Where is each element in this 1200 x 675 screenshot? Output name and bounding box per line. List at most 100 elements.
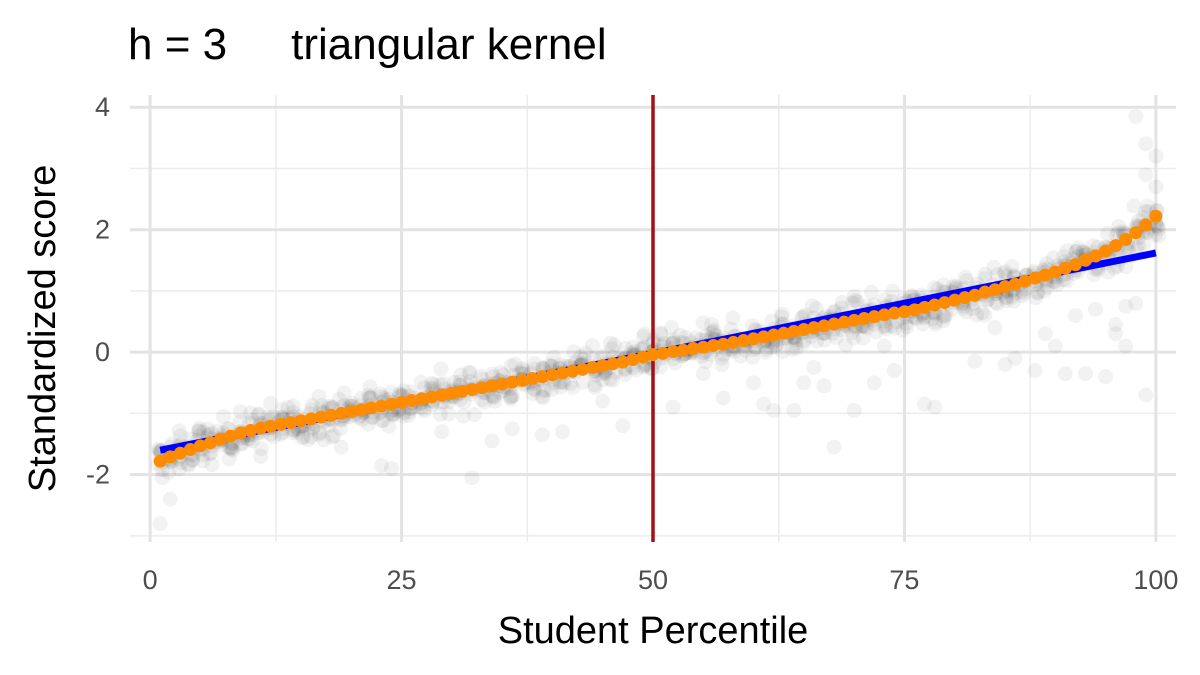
binned-mean-point	[1089, 249, 1103, 263]
raw-data-point	[618, 340, 634, 356]
binned-mean-point	[757, 330, 771, 344]
raw-data-point	[695, 315, 711, 331]
raw-data-point	[314, 397, 330, 413]
raw-data-point	[535, 383, 551, 399]
raw-data-point	[446, 374, 462, 390]
raw-data-point	[1118, 338, 1134, 354]
raw-data-point	[1128, 295, 1144, 311]
binned-mean-point	[264, 419, 278, 433]
raw-data-point	[416, 401, 432, 417]
binned-mean-point	[224, 429, 238, 443]
raw-data-point	[977, 271, 993, 287]
raw-data-point	[573, 349, 589, 365]
raw-data-point	[195, 453, 211, 469]
raw-data-point	[244, 433, 260, 449]
raw-data-point	[704, 316, 720, 332]
raw-data-point	[764, 313, 780, 329]
binned-mean-point	[777, 326, 791, 340]
raw-data-point	[878, 321, 894, 337]
raw-data-point	[375, 412, 391, 428]
raw-data-point	[161, 464, 177, 480]
raw-data-point	[876, 319, 892, 335]
raw-data-point	[606, 337, 622, 353]
raw-data-point	[416, 403, 432, 419]
raw-data-point	[473, 368, 489, 384]
raw-data-point	[745, 349, 761, 365]
raw-data-point	[595, 372, 611, 388]
raw-data-point	[426, 377, 442, 393]
raw-data-point	[527, 382, 543, 398]
raw-data-point	[363, 409, 379, 425]
raw-data-point	[997, 356, 1013, 372]
raw-data-point	[266, 429, 282, 445]
raw-data-point	[587, 377, 603, 393]
raw-data-point	[1100, 264, 1116, 280]
y-tick-label: -2	[86, 460, 110, 490]
x-tick-label: 50	[638, 565, 668, 595]
raw-data-point	[333, 439, 349, 455]
raw-data-point	[625, 339, 641, 355]
raw-data-point	[455, 408, 471, 424]
x-tick-label: 0	[143, 565, 158, 595]
raw-data-point	[413, 374, 429, 390]
raw-data-point	[575, 374, 591, 390]
raw-data-point	[816, 378, 832, 394]
raw-data-point	[361, 387, 377, 403]
raw-data-point	[1140, 198, 1156, 214]
raw-data-point	[959, 272, 975, 288]
raw-data-point	[938, 307, 954, 323]
raw-data-point	[795, 336, 811, 352]
raw-data-point	[855, 330, 871, 346]
raw-data-point	[462, 365, 478, 381]
raw-data-point	[515, 363, 531, 379]
raw-data-point	[974, 305, 990, 321]
raw-data-point	[935, 313, 951, 329]
raw-data-point	[866, 375, 882, 391]
raw-data-point	[1037, 326, 1053, 342]
raw-data-point	[1015, 285, 1031, 301]
raw-data-point	[876, 338, 892, 354]
raw-data-point	[395, 408, 411, 424]
raw-data-point	[1047, 338, 1063, 354]
raw-data-point	[363, 389, 379, 405]
raw-data-point	[372, 386, 388, 402]
chart-title-row: h = 3 triangular kernel	[128, 20, 607, 70]
raw-data-point	[1004, 258, 1020, 274]
binned-mean-point	[344, 405, 358, 419]
raw-data-point	[234, 435, 250, 451]
raw-data-point	[503, 388, 519, 404]
raw-data-point	[1007, 350, 1023, 366]
raw-data-point	[552, 379, 568, 395]
raw-data-point	[604, 372, 620, 388]
raw-data-point	[373, 457, 389, 473]
raw-data-point	[563, 375, 579, 391]
raw-data-point	[928, 316, 944, 332]
raw-data-point	[484, 433, 500, 449]
raw-data-point	[280, 399, 296, 415]
binned-mean-point	[314, 410, 328, 424]
raw-data-point	[326, 428, 342, 444]
binned-mean-point	[163, 450, 177, 464]
binned-mean-point	[716, 337, 730, 351]
raw-data-point	[989, 267, 1005, 283]
raw-data-point	[665, 399, 681, 415]
binned-mean-point	[364, 401, 378, 415]
raw-data-point	[1138, 387, 1154, 403]
raw-data-point	[664, 319, 680, 335]
raw-data-point	[195, 424, 211, 440]
raw-data-point	[401, 407, 417, 423]
y-axis-label: Standardized score	[22, 165, 64, 492]
raw-data-point	[795, 333, 811, 349]
binned-mean-point	[797, 323, 811, 337]
raw-data-point	[774, 309, 790, 325]
raw-data-point	[311, 426, 327, 442]
binned-mean-point	[183, 443, 197, 457]
raw-data-point	[332, 421, 348, 437]
y-tick-label: 2	[95, 215, 110, 245]
raw-data-point	[956, 301, 972, 317]
raw-data-point	[756, 396, 772, 412]
binned-mean-point	[555, 366, 569, 380]
raw-data-point	[300, 432, 316, 448]
raw-data-point	[534, 427, 550, 443]
raw-data-point	[845, 295, 861, 311]
